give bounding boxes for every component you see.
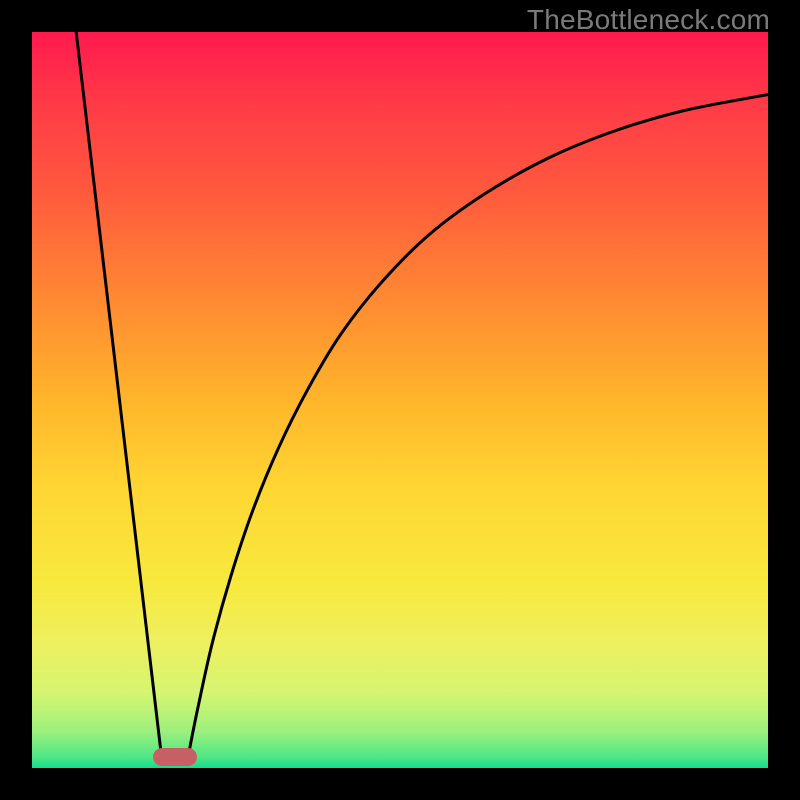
bottleneck-curve (76, 32, 768, 757)
chart-svg (0, 0, 800, 800)
chart-stage: TheBottleneck.com (0, 0, 800, 800)
notch-marker (153, 748, 197, 766)
watermark-text: TheBottleneck.com (527, 4, 770, 36)
